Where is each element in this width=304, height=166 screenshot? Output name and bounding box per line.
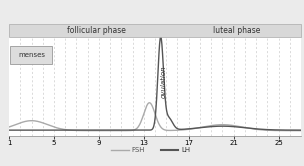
- Title: Pituitary hormone cycle: Pituitary hormone cycle: [97, 26, 213, 36]
- Text: FSH: FSH: [132, 147, 145, 153]
- Text: follicular phase: follicular phase: [67, 26, 126, 35]
- Bar: [9, 24, 301, 37]
- Text: LH: LH: [181, 147, 190, 153]
- Text: luteal phase: luteal phase: [213, 26, 261, 35]
- Bar: [10, 46, 52, 64]
- Text: ovulation: ovulation: [161, 66, 167, 98]
- Text: menses: menses: [18, 52, 45, 58]
